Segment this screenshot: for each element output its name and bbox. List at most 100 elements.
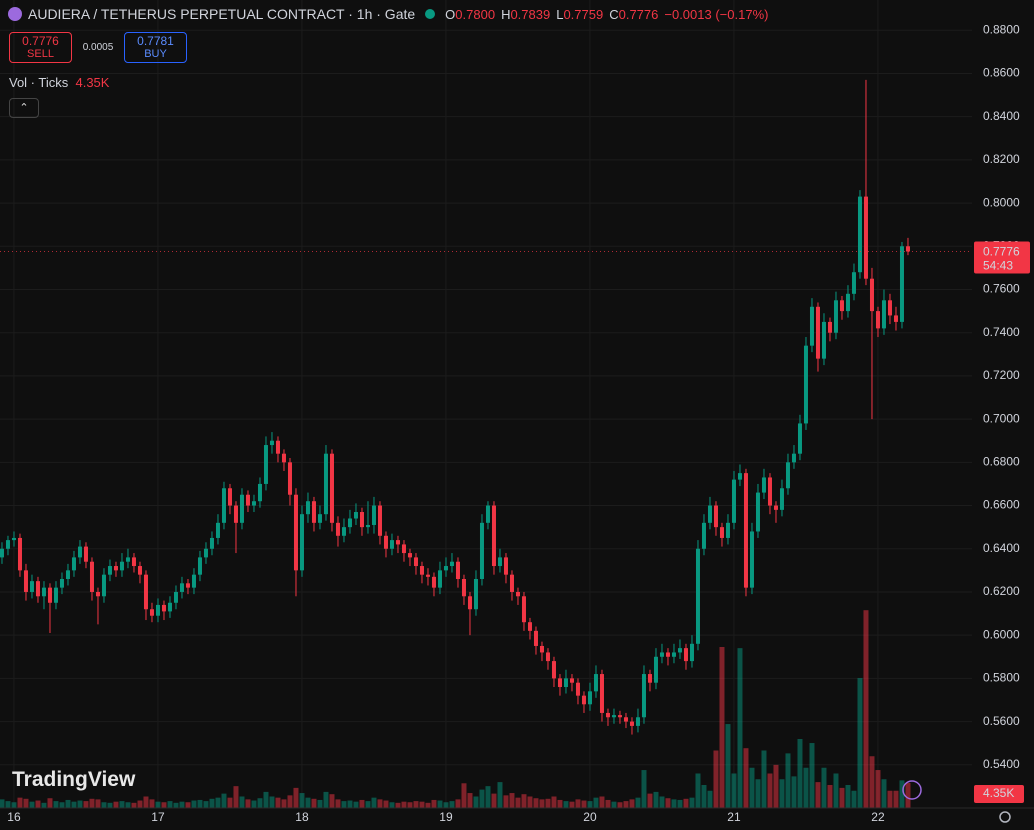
candle	[251, 494, 256, 513]
sell-button[interactable]: 0.7776 SELL	[9, 32, 72, 63]
volume-bar	[623, 801, 629, 808]
volume-bar	[329, 794, 335, 808]
candle	[887, 293, 892, 325]
symbol-icon	[8, 7, 22, 21]
volume-legend: Vol · Ticks 4.35K	[9, 75, 109, 90]
volume-bar	[833, 773, 839, 808]
volume-bar	[761, 750, 767, 808]
candle-body	[467, 596, 472, 610]
volume-bar	[881, 779, 887, 808]
volume-bar	[743, 748, 749, 808]
candle-body	[551, 661, 556, 679]
volume-bar	[803, 767, 809, 808]
candle-body	[797, 423, 802, 454]
candle	[365, 501, 370, 534]
candle	[167, 596, 172, 618]
candle	[473, 570, 478, 616]
candle-body	[809, 306, 814, 346]
header: AUDIERA / TETHERUS PERPETUAL CONTRACT · …	[8, 6, 768, 22]
volume-bar	[839, 787, 845, 808]
candle-body	[629, 721, 634, 726]
candle	[77, 540, 82, 564]
candle	[881, 289, 886, 335]
candle-body	[671, 652, 676, 657]
candle	[107, 559, 112, 582]
volume-bar	[461, 783, 467, 808]
candle	[371, 496, 376, 534]
volume-bar	[35, 800, 41, 808]
candle	[413, 553, 418, 575]
volume-bar	[29, 801, 35, 808]
candle	[359, 507, 364, 536]
candle-body	[413, 557, 418, 567]
candle	[533, 626, 538, 655]
sell-label: SELL	[27, 48, 54, 60]
candle	[275, 436, 280, 463]
candle-body	[161, 604, 166, 612]
candle	[431, 572, 436, 597]
ohlc-value: 0.7800	[455, 6, 496, 22]
ohlc-legend: O0.7800 H0.7839 L0.7759 C0.7776	[445, 7, 658, 22]
candle	[257, 477, 262, 508]
volume-bar	[287, 795, 293, 808]
candle-body	[173, 591, 178, 603]
candle-body	[713, 505, 718, 528]
y-tick-label: 0.6000	[983, 627, 1020, 641]
volume-bar	[665, 798, 671, 808]
candle-body	[209, 537, 214, 549]
volume-bar	[581, 800, 587, 808]
volume-bar	[179, 801, 185, 808]
candle-body	[497, 557, 502, 567]
candle	[377, 501, 382, 545]
volume-bar	[149, 799, 155, 808]
volume-bar	[41, 802, 47, 808]
volume-bar	[611, 801, 617, 808]
candle	[119, 553, 124, 577]
volume-bar	[899, 780, 905, 808]
volume-bar	[275, 797, 281, 808]
candle	[755, 483, 760, 538]
ohlc-item: H0.7839	[501, 7, 550, 22]
volume-bar	[107, 802, 113, 808]
candle	[593, 665, 598, 698]
volume-bar	[263, 791, 269, 808]
candle-body	[431, 576, 436, 588]
collapse-button[interactable]: ⌃	[9, 98, 39, 118]
x-tick-label: 19	[439, 810, 453, 824]
candle-body	[821, 321, 826, 359]
candle	[179, 576, 184, 599]
volume-bar	[767, 773, 773, 808]
candle-body	[359, 512, 364, 528]
candle-body	[65, 570, 70, 579]
candle-body	[767, 477, 772, 506]
candle	[53, 581, 58, 610]
candle-body	[869, 278, 874, 312]
candle	[599, 669, 604, 722]
volume-bar	[713, 750, 719, 808]
volume-name: Vol · Ticks	[9, 75, 69, 90]
volume-bar	[413, 801, 419, 808]
volume-bar	[209, 798, 215, 808]
candle-body	[731, 479, 736, 523]
candle-body	[263, 445, 268, 484]
candle-body	[89, 561, 94, 592]
candle-body	[845, 293, 850, 312]
buy-button[interactable]: 0.7781 BUY	[124, 32, 187, 63]
volume-bar	[731, 773, 737, 808]
candle	[209, 531, 214, 556]
candle-body	[95, 591, 100, 597]
ohlc-item: L0.7759	[556, 7, 603, 22]
candle-body	[437, 570, 442, 588]
volume-bar	[785, 753, 791, 808]
candle	[515, 587, 520, 605]
candle-body	[605, 712, 610, 718]
candle-body	[377, 505, 382, 536]
candle	[617, 710, 622, 724]
volume-bar	[83, 801, 89, 808]
candle	[395, 535, 400, 554]
candle	[773, 501, 778, 523]
volume-bar	[299, 793, 305, 808]
candle-body	[485, 505, 490, 523]
volume-bar	[653, 791, 659, 808]
candle-body	[383, 535, 388, 549]
